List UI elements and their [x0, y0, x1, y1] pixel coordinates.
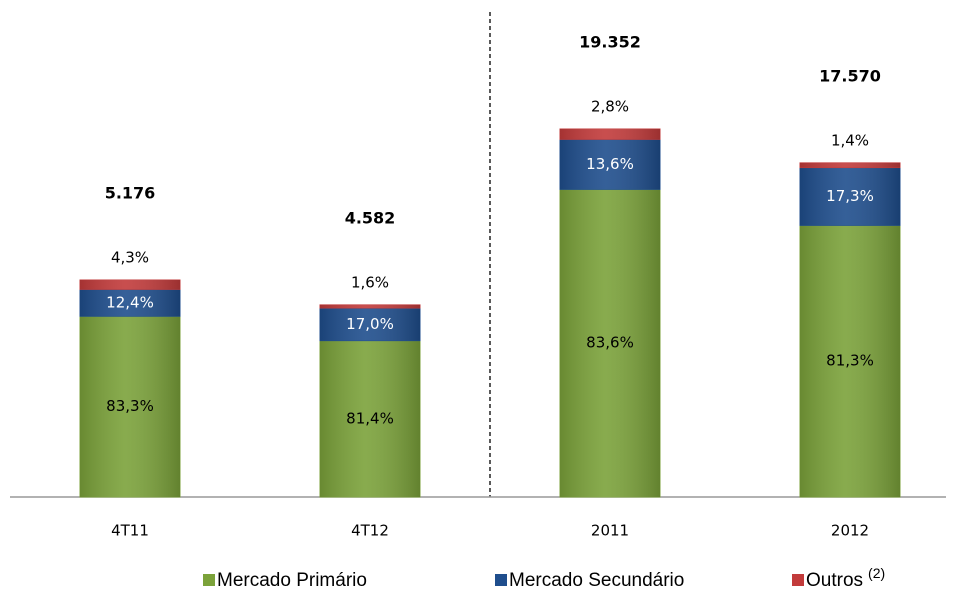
- bar-shade: [800, 162, 900, 168]
- bar-shade: [560, 129, 660, 140]
- value-label: 81,4%: [346, 409, 394, 427]
- value-label: 81,3%: [826, 352, 874, 370]
- x-tick-label: 4T12: [351, 522, 389, 540]
- value-label: 83,6%: [586, 334, 634, 352]
- legend-name: Mercado Primário: [217, 570, 367, 591]
- bar-shade: [80, 289, 180, 317]
- bar-shade: [320, 340, 420, 497]
- value-label: 17,0%: [346, 315, 394, 333]
- value-label: 1,4%: [831, 131, 869, 149]
- legend-name: Mercado Secundário: [509, 570, 684, 591]
- legend-label: Mercado Secundário: [509, 570, 684, 591]
- total-label: 4.582: [345, 208, 396, 227]
- legend-note: (2): [868, 565, 885, 581]
- value-label: 4,3%: [111, 249, 149, 267]
- value-label: 12,4%: [106, 293, 154, 311]
- x-tick-label: 4T11: [111, 522, 149, 540]
- bar-shade: [800, 225, 900, 497]
- total-label: 5.176: [105, 184, 156, 203]
- legend-label: Outros (2): [806, 565, 885, 591]
- x-tick-label: 2012: [831, 522, 869, 540]
- value-label: 17,3%: [826, 187, 874, 205]
- legend-swatch: [792, 574, 804, 586]
- bar-shade: [80, 280, 180, 290]
- bar-shade: [320, 304, 420, 308]
- legend-swatch: [203, 574, 215, 586]
- value-label: 1,6%: [351, 273, 389, 291]
- bar-shade: [320, 307, 420, 341]
- legend-name: Outros: [806, 570, 863, 591]
- bar-shade: [560, 189, 660, 498]
- legend-label: Mercado Primário: [217, 570, 367, 591]
- value-label: 83,3%: [106, 397, 154, 415]
- total-label: 17.570: [819, 66, 881, 85]
- bar-shade: [560, 139, 660, 190]
- legend-swatch: [495, 574, 507, 586]
- bar-shade: [80, 316, 180, 497]
- bar-shade: [800, 167, 900, 226]
- x-tick-label: 2011: [591, 522, 629, 540]
- value-label: 13,6%: [586, 155, 634, 173]
- total-label: 19.352: [579, 33, 641, 52]
- value-label: 2,8%: [591, 98, 629, 116]
